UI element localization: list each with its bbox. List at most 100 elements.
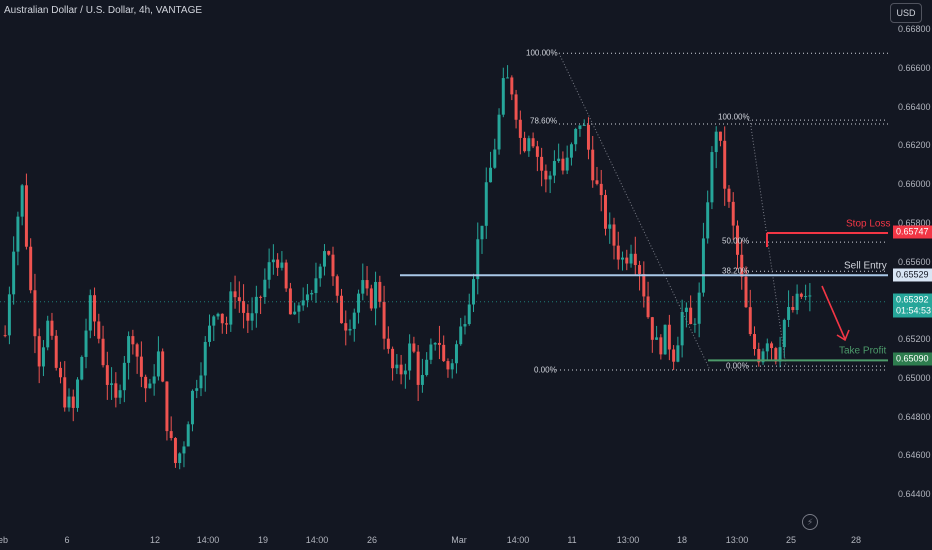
candle-body [314,278,318,294]
candle [24,173,28,250]
candle [127,331,131,380]
candle [578,125,582,137]
candle [267,248,271,289]
candle-body [612,224,616,246]
candle-body [425,359,429,376]
candle [280,251,284,271]
candle-body [216,313,220,317]
candle [667,314,671,361]
candle-body [804,296,808,298]
candle-body [582,124,586,126]
candle [271,244,275,275]
candle-body [114,383,118,398]
candle [216,312,220,320]
candle-body [565,157,569,171]
candle [114,372,118,408]
candle-body [744,276,748,308]
price-tick-label: 0.65600 [898,256,931,267]
candle-body [459,326,463,345]
candle-body [186,424,190,447]
candle [144,374,148,403]
candle-body [574,128,578,145]
candle-body [748,307,752,335]
candle-body [663,324,667,355]
candle-body [118,390,122,398]
candle-body [676,345,680,362]
candle-body [782,319,786,348]
candle [574,127,578,152]
candle-body [429,344,433,360]
take-profit-label: Take Profit [839,345,887,357]
candle [322,244,326,276]
candle [365,266,369,296]
candle [795,284,799,315]
sell-entry-price-tag: 0.65529 [893,268,932,282]
lightning-icon[interactable]: ⚡ [802,514,818,530]
candle-body [625,257,629,264]
candle-body [591,149,595,181]
candle-body [242,301,246,313]
candle-body [182,446,186,454]
candle [655,325,659,340]
candle [608,212,612,244]
candle [586,117,590,160]
candle [523,131,527,153]
time-tick-label: 13:00 [725,535,749,545]
candle-body [667,324,671,350]
fib2-label-382: 38.20% [722,266,750,276]
candle-body [638,265,642,274]
candle [76,377,80,412]
candle [391,346,395,381]
candle-body [684,307,688,312]
candle [706,190,710,244]
candle [131,329,135,355]
candle-body [412,343,416,352]
candle-body [718,131,722,141]
candle-body [267,262,271,280]
candle [718,131,722,147]
currency-button[interactable]: USD [890,3,922,23]
candle [561,151,565,175]
candle [118,384,122,404]
candle-body [293,311,297,315]
candle [804,284,808,301]
time-tick-label: 11 [567,535,577,545]
candle-body [442,344,446,362]
price-tick-label: 0.64800 [898,411,931,422]
price-tick-label: 0.64400 [898,489,931,499]
candle [710,146,714,210]
candle [250,297,254,331]
candle [259,295,263,314]
candle [220,313,224,334]
candle [344,310,348,346]
candle-body [791,306,795,311]
candle-body [97,321,101,339]
candle-body [514,94,518,120]
candle [506,65,510,79]
candle-body [233,291,237,298]
candle [535,140,539,172]
candle [493,138,497,169]
fib1-label-0: 0.00% [534,365,557,375]
candle-body [131,336,135,345]
candle [616,231,620,270]
candle [753,326,757,356]
take-profit-price-tag: 0.65090 [893,352,932,366]
candle-body [693,323,697,325]
candle [242,284,246,329]
candle-body [352,312,356,329]
candle [29,238,33,294]
price-tick-label: 0.64600 [898,450,931,461]
candle-body [152,376,156,384]
candle [203,336,207,392]
candle-body [344,323,348,331]
candle [740,240,744,290]
time-tick-label: 14:00 [305,535,329,545]
candle-body [595,180,599,184]
candle-body [12,251,16,295]
candle-body [33,290,37,337]
candle-body [527,138,531,152]
candle-body [540,156,544,171]
candle [433,342,437,351]
